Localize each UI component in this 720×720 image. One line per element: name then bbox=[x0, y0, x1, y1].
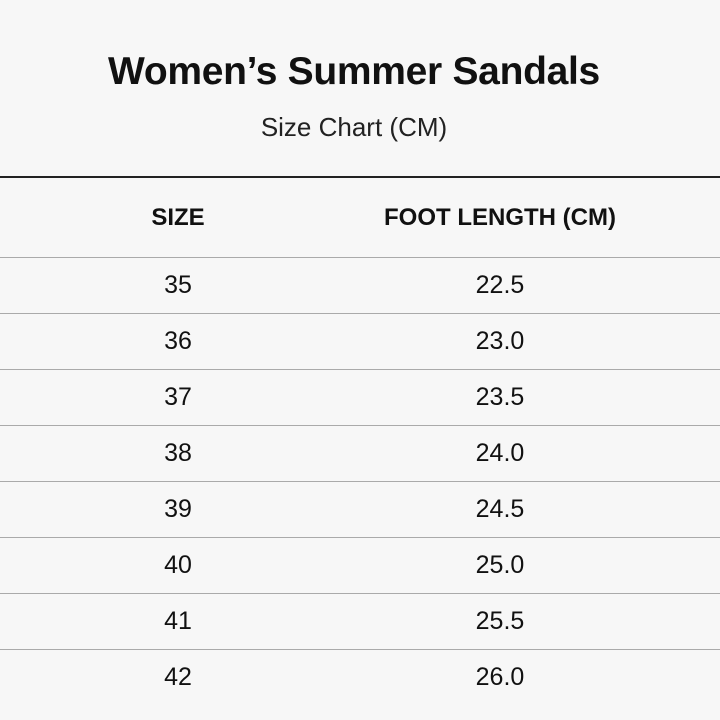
size-cell: 36 bbox=[164, 327, 192, 355]
page-title: Women’s Summer Sandals bbox=[108, 50, 600, 93]
table-row: 39 24.5 bbox=[0, 482, 720, 538]
size-cell: 40 bbox=[164, 551, 192, 579]
size-cell: 38 bbox=[164, 439, 192, 467]
table-row: 38 24.0 bbox=[0, 426, 720, 482]
table-row: 36 23.0 bbox=[0, 314, 720, 370]
column-header-size: SIZE bbox=[151, 203, 205, 231]
divider bbox=[0, 176, 720, 178]
foot-length-cell: 24.5 bbox=[475, 495, 525, 523]
foot-length-cell: 24.0 bbox=[475, 439, 525, 467]
page-subtitle: Size Chart (CM) bbox=[260, 112, 448, 142]
table-row: 35 22.5 bbox=[0, 258, 720, 314]
size-cell: 39 bbox=[164, 495, 192, 523]
foot-length-cell: 26.0 bbox=[475, 663, 525, 691]
foot-length-cell: 23.0 bbox=[475, 327, 525, 355]
foot-length-cell: 25.5 bbox=[475, 607, 525, 635]
size-cell: 37 bbox=[164, 383, 192, 411]
size-cell: 41 bbox=[164, 607, 192, 635]
table-row: 40 25.0 bbox=[0, 538, 720, 594]
table-row: 41 25.5 bbox=[0, 594, 720, 650]
foot-length-cell: 23.5 bbox=[475, 383, 525, 411]
table-row: 37 23.5 bbox=[0, 370, 720, 426]
foot-length-cell: 22.5 bbox=[475, 271, 525, 299]
foot-length-cell: 25.0 bbox=[475, 551, 525, 579]
column-header-foot-length: FOOT LENGTH (CM) bbox=[384, 203, 616, 231]
size-table: SIZE FOOT LENGTH (CM) 35 22.5 36 23.0 37 23.5… bbox=[0, 178, 720, 705]
size-cell: 35 bbox=[164, 271, 192, 299]
size-cell: 42 bbox=[164, 663, 192, 691]
table-header: SIZE FOOT LENGTH (CM) bbox=[0, 178, 720, 258]
table-row: 42 26.0 bbox=[0, 650, 720, 705]
